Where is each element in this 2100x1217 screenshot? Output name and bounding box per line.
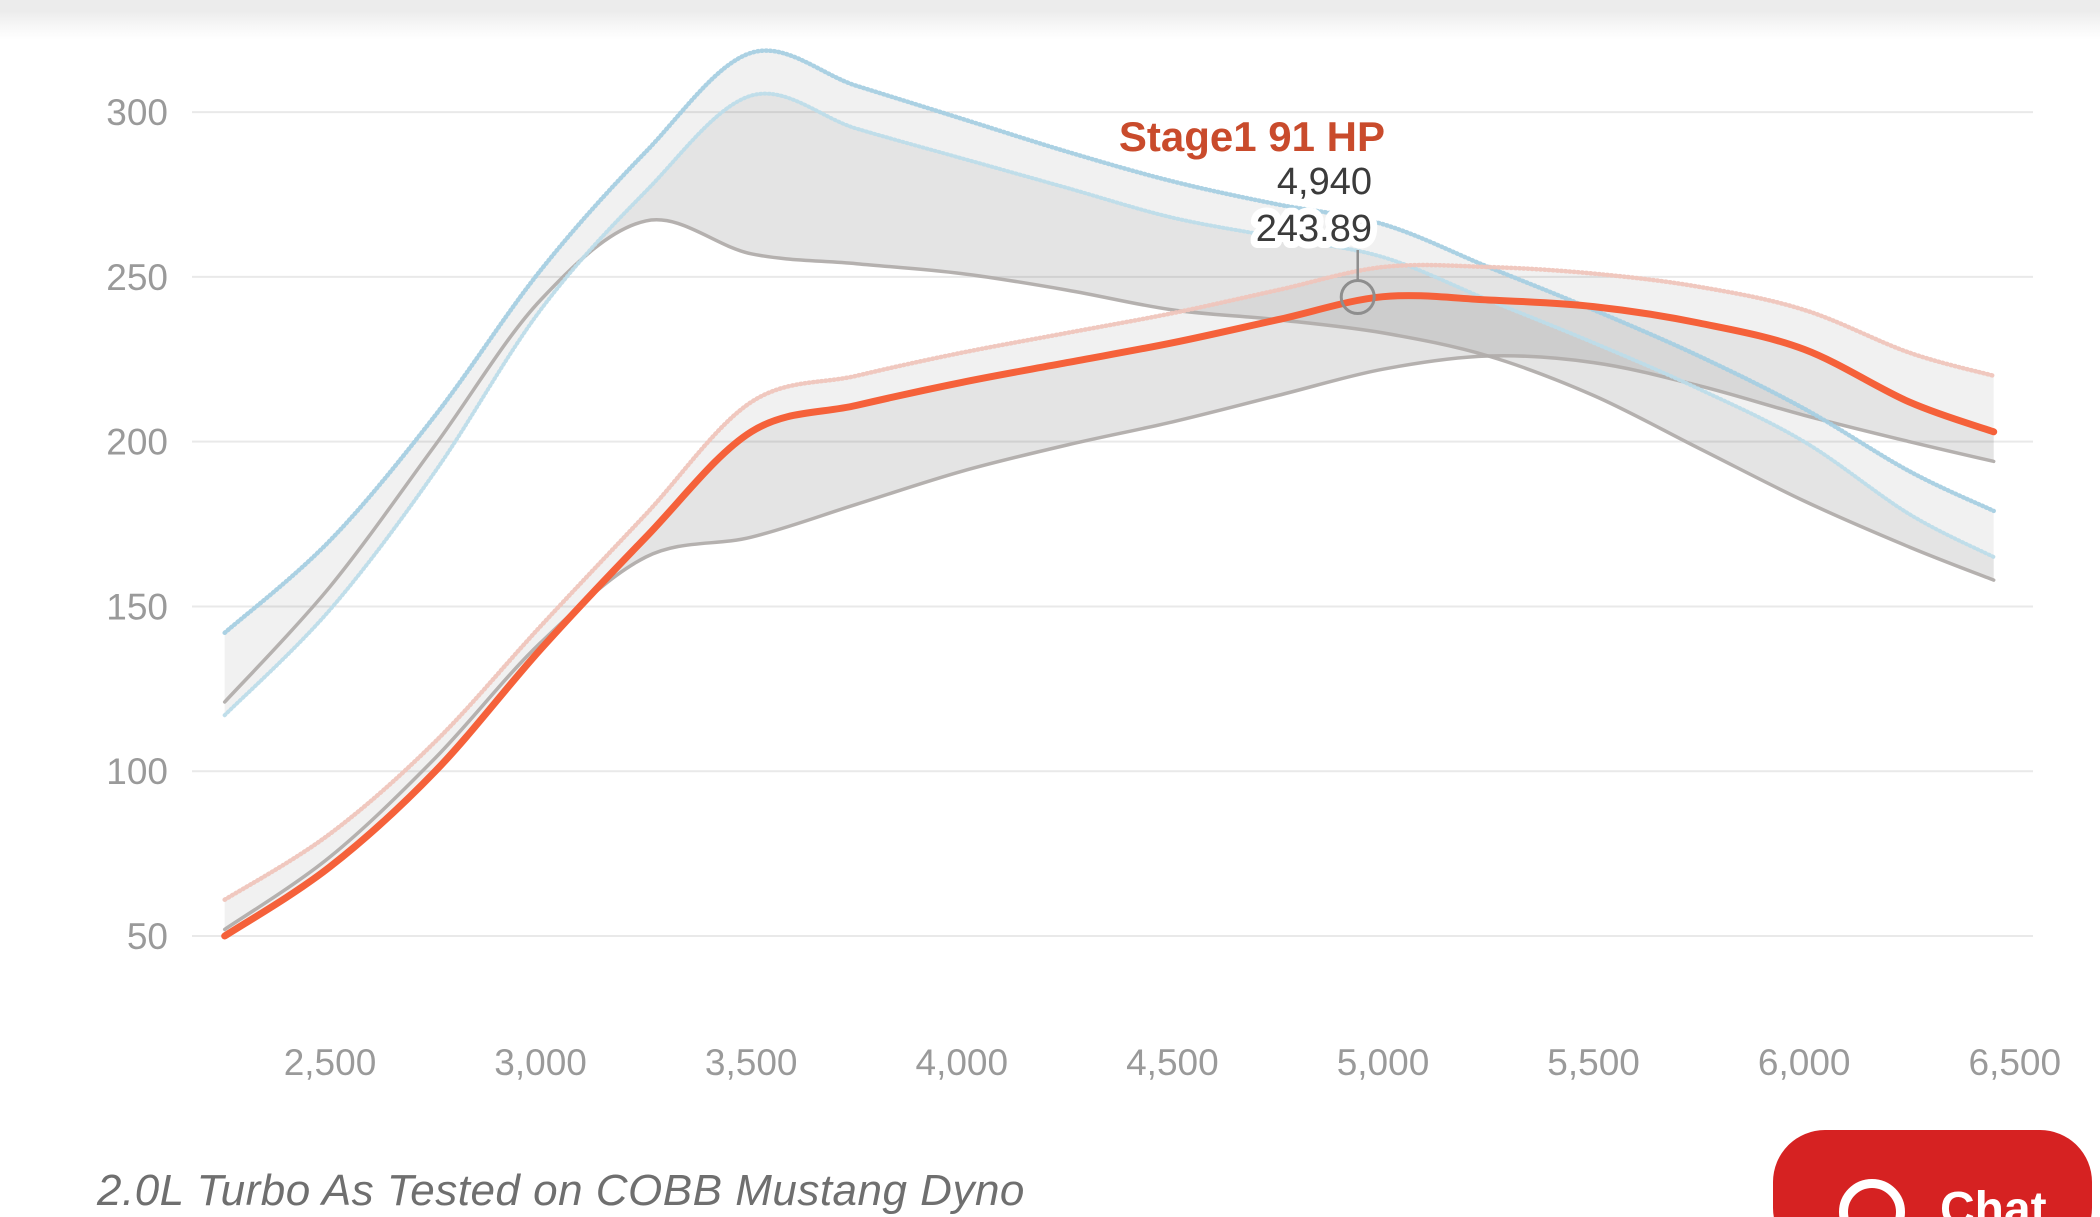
chart-caption: 2.0L Turbo As Tested on COBB Mustang Dyn… <box>97 1166 1025 1215</box>
series-line-torque-lower-blue <box>222 91 1996 718</box>
x-axis-tick-label: 4,500 <box>1126 1042 1219 1083</box>
x-axis-tick-label: 2,500 <box>284 1042 377 1083</box>
x-axis-tick-label: 3,000 <box>494 1042 587 1083</box>
tooltip-hp-value: 243.89 <box>1256 208 1372 250</box>
chat-bubble-icon <box>1839 1179 1905 1217</box>
y-axis-tick-label: 250 <box>106 257 168 298</box>
series-line-hp-upper-pink <box>222 262 1996 902</box>
x-axis-tick-label: 5,000 <box>1337 1042 1430 1083</box>
gain-band <box>224 295 1994 936</box>
hover-marker <box>1339 250 1376 316</box>
series-line-torque-upper-blue <box>222 48 1996 636</box>
x-axis-tick-label: 6,000 <box>1758 1042 1851 1083</box>
gain-band <box>224 50 1994 703</box>
highlighted-series-label: Stage1 91 HP <box>1119 113 1385 160</box>
y-axis-tick-label: 150 <box>106 586 168 627</box>
hover-marker-circle <box>1339 279 1376 316</box>
chat-button[interactable]: Chat <box>1773 1130 2092 1217</box>
series-line-torque-stock-gray <box>222 218 1996 704</box>
y-axis-tick-label: 50 <box>127 916 168 957</box>
x-axis-tick-label: 6,500 <box>1969 1042 2062 1083</box>
gain-band <box>224 93 1994 716</box>
x-axis-tick-label: 4,000 <box>916 1042 1009 1083</box>
tooltip-rpm-value: 4,940 <box>1277 161 1372 203</box>
y-axis-tick-label: 200 <box>106 422 168 463</box>
shaded-bands <box>224 50 1994 936</box>
series-lines <box>221 48 1998 940</box>
series-line-hp-stock-gray <box>222 354 1996 932</box>
axis-tick-labels: 300 250 200 150 100 50 2,500 3,000 3,500 4,000 4,5… <box>106 92 2061 1083</box>
y-axis-tick-label: 300 <box>106 92 168 133</box>
chat-button-label: Chat <box>1940 1183 2047 1217</box>
x-axis-tick-label: 3,500 <box>705 1042 798 1083</box>
series-line-hp-stage1-91-orange <box>221 292 1998 940</box>
y-axis-tick-label: 100 <box>106 751 168 792</box>
gain-band <box>224 265 1994 930</box>
x-axis-tick-label: 5,500 <box>1547 1042 1640 1083</box>
chart-overlay: Stage1 91 HP 4,940 243.89 <box>1112 106 1392 257</box>
gridlines <box>192 111 2033 937</box>
